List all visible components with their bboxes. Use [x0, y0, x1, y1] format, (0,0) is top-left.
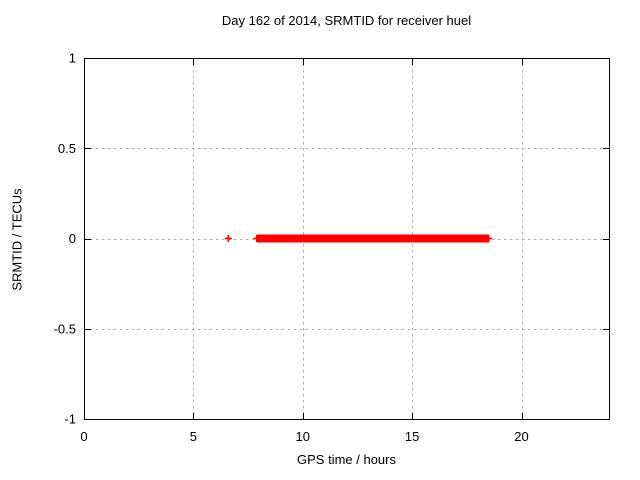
y-tick-label: 1: [69, 51, 76, 66]
x-axis-label: GPS time / hours: [297, 452, 396, 467]
x-tick-label: 10: [296, 429, 310, 444]
plot-border: [84, 58, 610, 420]
y-tick-label: -0.5: [54, 321, 76, 336]
x-tick-label: 5: [190, 429, 197, 444]
y-tick-label: 0.5: [58, 141, 76, 156]
y-tick-label: 0: [69, 231, 76, 246]
chart-title: Day 162 of 2014, SRMTID for receiver hue…: [221, 13, 472, 28]
x-tick-label: 0: [80, 429, 87, 444]
y-axis-label: SRMTID / TECUs: [9, 188, 25, 291]
x-tick-label: 20: [514, 429, 528, 444]
x-tick-label: 15: [405, 429, 419, 444]
y-tick-label: -1: [64, 412, 76, 427]
